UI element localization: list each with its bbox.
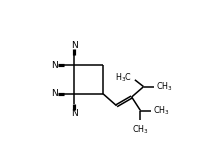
Text: N: N [51,89,58,98]
Text: N: N [51,61,58,70]
Text: N: N [71,41,78,50]
Text: CH$_3$: CH$_3$ [153,104,170,117]
Text: CH$_3$: CH$_3$ [132,123,149,136]
Text: N: N [71,109,78,118]
Text: H$_3$C: H$_3$C [115,72,133,84]
Text: CH$_3$: CH$_3$ [156,80,173,93]
